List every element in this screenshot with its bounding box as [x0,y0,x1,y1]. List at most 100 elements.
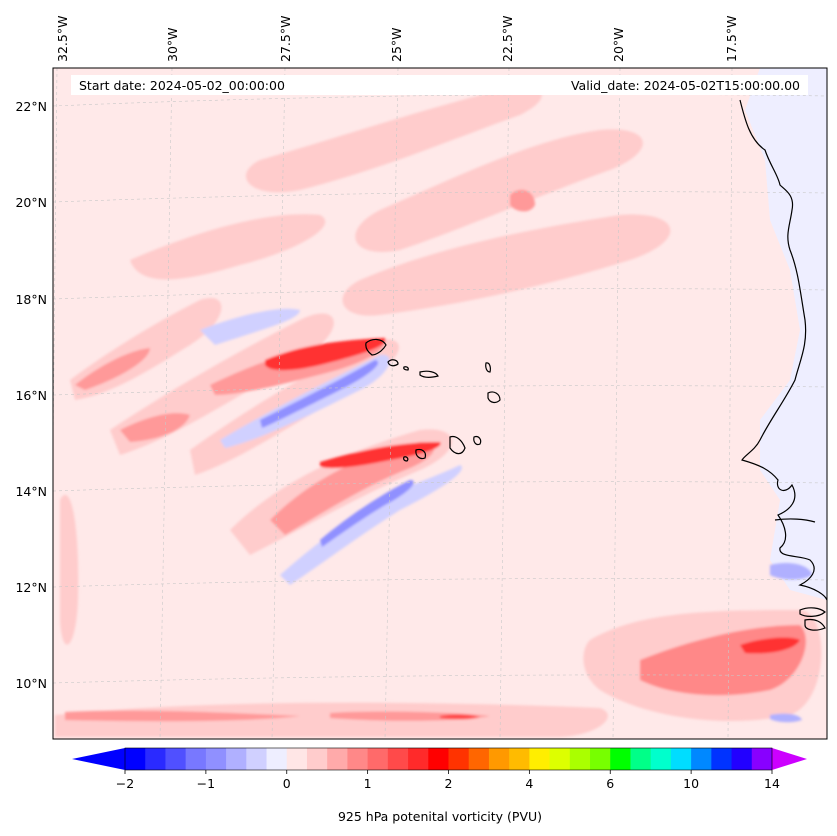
valid-date-label: Valid_date: 2024-05-02T15:00:00.00 [571,78,800,93]
lat-label: 22°N [15,99,47,114]
pv-neg-patch-coast [770,563,812,580]
colorbar-segment [691,748,712,770]
colorbar-segment [246,748,268,770]
grid-lon-22-5w [499,68,510,739]
colorbar-segment [428,748,449,770]
lon-label: 20°W [611,27,626,62]
pv-pos-core-a [265,338,386,371]
colorbar-segment [448,748,470,770]
pv-pos-north-patch [510,189,535,212]
lat-label: 20°N [15,195,47,210]
island-santa-luzia [403,366,409,371]
lon-label: 32.5°W [55,16,70,62]
island-sao-nicolau [419,370,439,378]
pv-band-south [55,702,608,737]
coast-guinea [804,618,826,631]
pv-neg-streak-2 [280,465,462,585]
longitude-labels: 32.5°W 30°W 27.5°W 25°W 22.5°W 20°W 17.5… [55,16,739,62]
colorbar-segment [165,748,187,770]
colorbar-segment [327,748,348,770]
island-sal [485,362,491,373]
island-santiago [449,435,466,455]
lon-label: 25°W [389,27,404,62]
colorbar-segments [125,748,773,770]
grid-lon-20w [612,68,621,739]
colorbar-segment [205,748,227,770]
pv-contours [55,86,822,737]
colorbar-segment [286,748,308,770]
colorbar-segment [387,748,409,770]
start-date-label: Start date: 2024-05-02_00:00:00 [79,78,285,93]
colorbar-segment [185,748,207,770]
colorbar-segment [590,748,611,770]
island-fogo [415,448,427,460]
colorbar-segment [367,748,389,770]
island-maio [473,435,482,446]
grid-lat-20n [53,191,827,203]
pv-streak-mid-1 [130,214,326,280]
island-sao-vicente [387,359,399,367]
colorbar-segment [226,748,247,770]
colorbar-segment [488,748,510,770]
pv-streak-north-2 [355,129,643,252]
colorbar-tick-label: 1 [364,776,372,791]
grid-lon-17-5w [727,68,733,739]
colorbar-segment [569,748,591,770]
colorbar-segment [650,748,672,770]
colorbar-segment [468,748,490,770]
colorbar-tick-label: 4 [525,776,533,791]
lon-label: 27.5°W [278,16,293,62]
colorbar-segment [711,748,733,770]
pv-streak-west [60,494,79,645]
grid-lat-12n [53,578,827,588]
lon-label: 17.5°W [724,16,739,62]
colorbar-over-arrow [772,748,807,770]
lat-label: 18°N [15,292,47,307]
colorbar-tick-label: 6 [606,776,614,791]
grid-lat-18n [53,288,827,300]
pv-streak-north-1 [245,86,542,193]
pv-neg-inner-1 [260,360,379,428]
island-brava [403,456,409,462]
grid-lat-16n [53,385,827,396]
colorbar: −2 −1 0 1 2 4 6 10 14 925 hPa potenital vorticit… [72,747,807,824]
lon-label: 22.5°W [500,16,515,62]
lat-label: 16°N [15,388,47,403]
pv-pos-band-south [65,710,300,722]
coast-bissagos [799,607,826,617]
pv-pos-streak-d [75,348,150,390]
colorbar-under-arrow [72,748,125,770]
map-frame [52,67,828,740]
grid-lat-10n [53,674,827,684]
pv-pos-streak-b [270,442,434,535]
colorbar-segment [731,748,753,770]
island-boa-vista [487,391,501,404]
colorbar-segment [509,748,530,770]
pv-neg-inner-2 [320,480,414,547]
grid-lat-22n [53,94,827,107]
pv-pos-core-c [740,637,800,654]
colorbar-ticks: −2 −1 0 1 2 4 6 10 14 [116,770,780,791]
pv-streak-mid-3 [342,214,671,316]
lon-label: 30°W [165,27,180,62]
colorbar-segment [630,748,652,770]
pv-neg-patch-south [770,713,802,723]
colorbar-segment [145,748,166,770]
colorbar-segment [610,748,631,770]
grid-lon-30w [159,68,173,739]
lat-label: 14°N [15,484,47,499]
pv-pos-core-b [320,442,441,469]
colorbar-segment [266,748,288,770]
colorbar-tick-label: −2 [116,776,134,791]
colorbar-segment [529,748,551,770]
colorbar-segment [347,748,369,770]
colorbar-tick-label: −1 [197,776,215,791]
pv-neg-streak-north [200,308,300,345]
pv-region-continent-blue [745,68,827,600]
lat-label: 12°N [15,580,47,595]
map-area [53,68,827,739]
coast-gambia [774,518,816,523]
colorbar-segment [408,748,429,770]
colorbar-tick-label: 0 [283,776,291,791]
pv-pos-streak-c [120,413,190,442]
